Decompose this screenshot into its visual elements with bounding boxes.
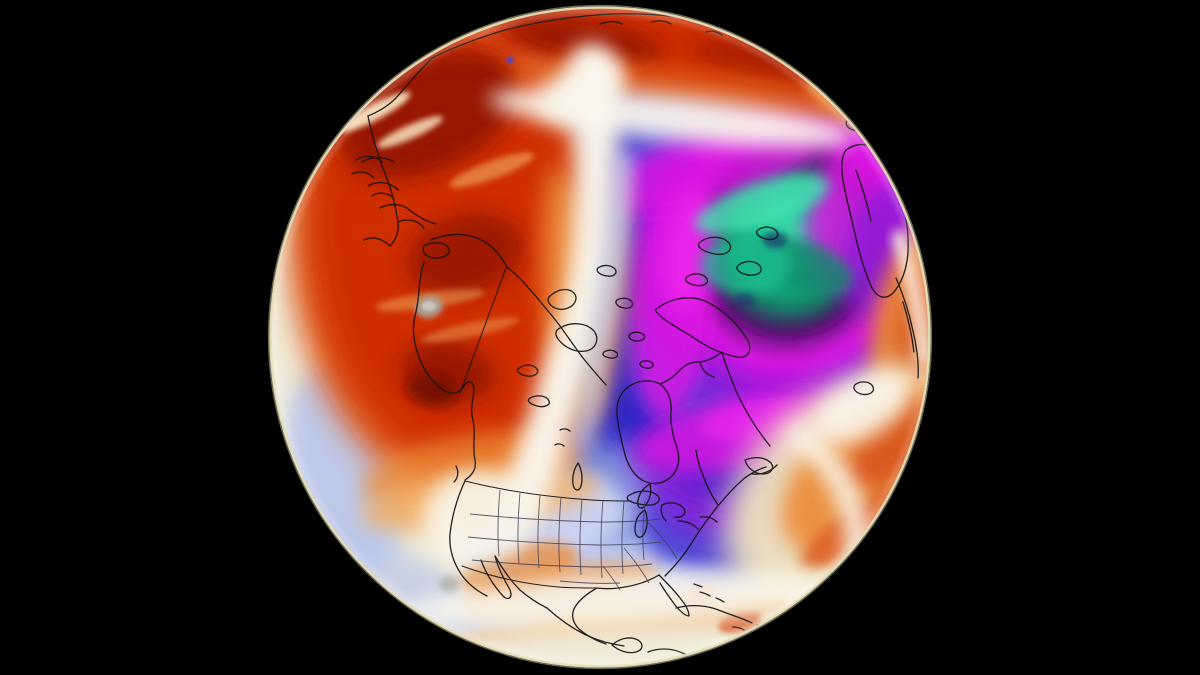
coastline-newfoundland [744, 456, 774, 475]
coastline-mexico-pacific [546, 607, 625, 647]
pale-blue-strip-west [573, 150, 632, 452]
state-border-diagonal [623, 547, 650, 584]
coastline-arctic-islands-top [599, 20, 769, 50]
coastline-small-arctic-islands [596, 264, 654, 369]
hot-streak-2 [376, 116, 444, 148]
coastline-ne-siberia [367, 57, 433, 117]
warm-texture-streak-2 [421, 317, 519, 343]
coastline-chukotka-bays [351, 155, 395, 200]
state-border-horizontal [469, 513, 661, 523]
limb-ring [269, 6, 931, 668]
border-us-mexico [461, 565, 598, 589]
limb-inner-halo [272, 9, 928, 665]
border-alaska-yukon [459, 267, 507, 394]
coastline-siberia-inner [361, 156, 437, 225]
coastline-baffin-island [654, 297, 751, 358]
state-border-vertical [600, 499, 604, 579]
coastline-seward-peninsula [422, 242, 451, 259]
state-border-diagonal [602, 565, 621, 591]
white-swirl-atlantic [812, 371, 912, 445]
magenta-ring-north [585, 128, 819, 216]
lake-huron-erie-ontario [660, 502, 718, 530]
gray-terrain-spot-mexico [439, 576, 459, 592]
state-border-horizontal [471, 559, 653, 568]
teal-bright-streak [695, 174, 829, 236]
state-border-vertical [537, 494, 541, 569]
navy-speck-1 [763, 232, 787, 248]
coastline-ungava-quebec [659, 351, 723, 385]
coastline-gulf [572, 574, 660, 645]
lakes-great-bear-slave-winnipeg [516, 364, 583, 491]
navy-speck-2 [735, 293, 755, 307]
state-border-horizontal [559, 580, 621, 584]
white-transition-band-west [498, 43, 621, 527]
lake-superior [626, 490, 660, 506]
coastline-hudson-bay [616, 380, 680, 485]
coastline-queen-elizabeth-islands [684, 226, 779, 287]
coastlines [351, 13, 919, 666]
coastline-chukotka [363, 115, 425, 247]
coastline-alaska-west-south [412, 261, 477, 481]
warm-band-top-dark-1 [506, 14, 664, 66]
coastline-victoria-island [555, 323, 598, 353]
state-border-vertical [497, 489, 501, 557]
state-border-horizontal [467, 536, 662, 546]
gray-terrain-spot-alaska-core [422, 301, 436, 311]
coastline-new-england-maritimes [745, 464, 778, 478]
coastline-iceland [853, 381, 875, 396]
coastline-st-lawrence [695, 449, 719, 506]
coastline-alaska-north-arctic [429, 233, 607, 386]
coastline-us-west [449, 480, 488, 597]
coastline-bahamas [693, 583, 725, 603]
coastline-banks-island [547, 288, 577, 310]
state-border-vertical [579, 498, 583, 576]
teal-patch [700, 235, 790, 295]
coastline-us-east [664, 476, 747, 577]
coastline-scandinavia [895, 277, 919, 379]
warm-core-alaska-deep [406, 373, 458, 407]
coastline-james-bay [637, 483, 652, 509]
limb-outer-edge [267, 4, 933, 670]
hot-streak-3 [449, 152, 535, 188]
state-border-diagonal [644, 519, 678, 560]
coastline-labrador [721, 351, 771, 447]
state-border-vertical [558, 496, 562, 573]
white-band-right-limb [892, 230, 930, 364]
white-transition-join [542, 58, 624, 122]
warm-core-chukotka [406, 213, 524, 297]
state-border-vertical [642, 500, 646, 561]
coastline-florida [658, 574, 690, 617]
state-border-vertical [517, 492, 521, 564]
coastline-vancouver-island [453, 465, 459, 483]
border-us-canada [464, 480, 632, 502]
blue-speck [506, 56, 514, 64]
coastline-baja [480, 555, 548, 609]
state-borders [467, 489, 678, 591]
